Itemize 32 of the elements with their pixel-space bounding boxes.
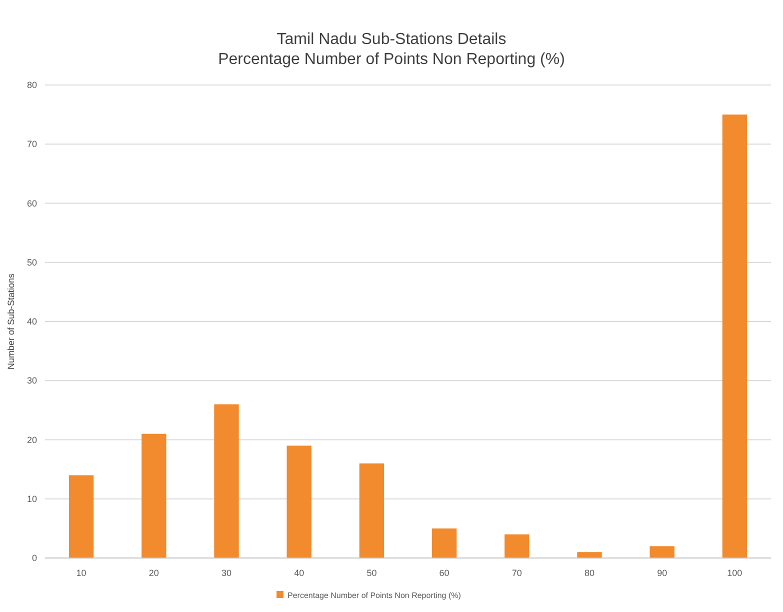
- bar: [432, 528, 457, 558]
- bar: [286, 446, 312, 558]
- bar: [68, 475, 94, 558]
- x-tick-label: 60: [439, 568, 450, 578]
- bar: [142, 434, 166, 558]
- y-tick-label: 20: [26, 434, 37, 445]
- x-tick-label: 50: [366, 568, 377, 578]
- x-tick-label: 100: [727, 568, 742, 578]
- y-tick-label: 50: [26, 257, 37, 268]
- y-axis-title: Number of Sub-Stations: [6, 272, 16, 370]
- x-tick-label: 80: [584, 568, 595, 578]
- legend-label: Percentage Number of Points Non Reporting (%): [288, 591, 462, 600]
- bar: [359, 463, 384, 558]
- x-tick-label: 70: [512, 568, 522, 578]
- bar: [650, 546, 674, 558]
- y-tick-label: 30: [26, 376, 37, 386]
- y-tick-label: 60: [26, 198, 37, 208]
- chart-title: Tamil Nadu Sub-Stations Details Percentage Number of Points Non Reporting (%): [218, 31, 565, 68]
- y-tick-label: 0: [32, 553, 37, 563]
- y-tick-label: 10: [26, 494, 37, 504]
- bar: [577, 552, 602, 558]
- x-tick-label: 20: [148, 568, 159, 578]
- y-tick-label: 40: [26, 316, 37, 326]
- bar: [214, 404, 239, 558]
- x-tick-label: 40: [294, 568, 304, 578]
- bar: [504, 534, 530, 558]
- x-tick-label: 10: [76, 568, 86, 578]
- x-tick-label: 30: [221, 568, 232, 578]
- y-tick-label: 70: [26, 139, 37, 150]
- bar: [722, 114, 748, 558]
- y-tick-label: 80: [26, 80, 37, 90]
- x-tick-label: 90: [657, 568, 668, 578]
